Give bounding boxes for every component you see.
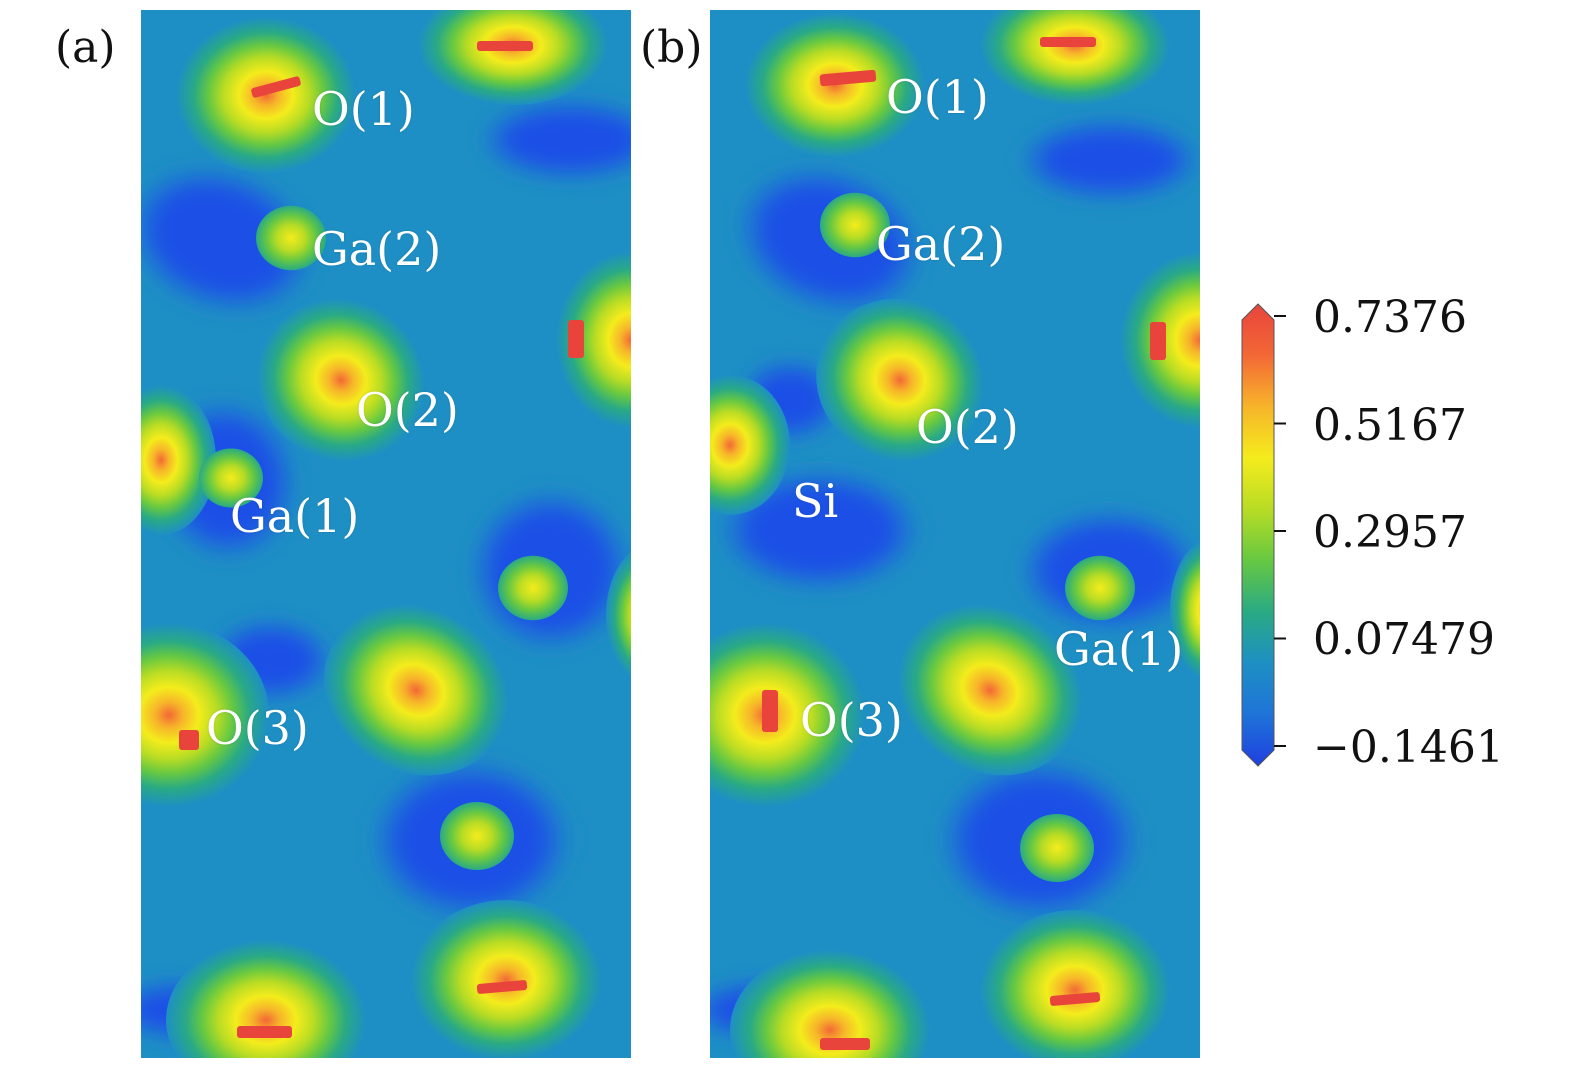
density-peak xyxy=(1150,322,1166,360)
oxygen-density-lobe xyxy=(606,552,631,678)
oxygen-density-lobe xyxy=(411,900,601,1058)
density-peak xyxy=(819,69,877,87)
density-peak xyxy=(237,1026,292,1038)
oxygen-density-lobe xyxy=(166,940,366,1058)
low-density-region xyxy=(720,470,920,590)
gallium-density-spot xyxy=(820,192,890,258)
oxygen-density-lobe xyxy=(556,252,631,428)
colorbar-tick-label: 0.7376 xyxy=(1313,292,1467,343)
density-peak xyxy=(476,980,528,994)
oxygen-density-lobe xyxy=(324,604,508,776)
gallium-density-spot xyxy=(1020,813,1094,883)
gallium-density-spot xyxy=(199,448,263,508)
low-density-region xyxy=(1020,120,1200,200)
atom-label-a-o3: O(3) xyxy=(206,701,309,755)
heatmap-b-svg xyxy=(710,10,1200,1058)
oxygen-density-lobe xyxy=(176,17,356,173)
atom-label-b-si: Si xyxy=(792,474,839,528)
oxygen-density-lobe xyxy=(1170,542,1200,678)
heatmap-a-svg xyxy=(141,10,631,1058)
oxygen-density-lobe xyxy=(710,623,865,807)
atom-label-b-o2: O(2) xyxy=(916,400,1019,454)
atom-label-a-o2: O(2) xyxy=(356,383,459,437)
panel-a-letter: (a) xyxy=(55,22,116,73)
gallium-density-spot xyxy=(256,205,326,271)
oxygen-density-lobe xyxy=(980,910,1170,1058)
atom-label-a-ga2: Ga(2) xyxy=(312,222,442,276)
atom-label-a-o1: O(1) xyxy=(312,82,415,136)
oxygen-density-lobe xyxy=(816,298,984,462)
colorbar-tick-label: 0.2957 xyxy=(1313,507,1467,558)
oxygen-density-lobe xyxy=(418,10,608,105)
colorbar-svg xyxy=(1241,303,1286,767)
density-peak xyxy=(179,730,199,750)
oxygen-density-lobe xyxy=(710,375,790,515)
gallium-density-spot xyxy=(440,801,514,871)
oxygen-density-lobe xyxy=(898,604,1082,776)
oxygen-density-lobe xyxy=(141,623,269,807)
colorbar-tick-label: 0.07479 xyxy=(1313,614,1495,665)
density-peak xyxy=(477,41,533,51)
low-density-region xyxy=(481,100,631,180)
colorbar-tick-label: 0.5167 xyxy=(1313,400,1467,451)
panel-b-letter: (b) xyxy=(640,22,703,73)
heatmap-panel-a xyxy=(141,10,631,1058)
gallium-density-spot xyxy=(498,555,568,621)
low-density-region xyxy=(141,166,314,314)
density-peak xyxy=(251,76,301,98)
atom-label-b-o1: O(1) xyxy=(886,70,989,124)
oxygen-density-lobe xyxy=(980,10,1170,105)
density-peak xyxy=(1049,992,1101,1006)
density-peak xyxy=(762,690,778,732)
density-peak xyxy=(1040,37,1096,47)
oxygen-density-lobe xyxy=(141,385,216,535)
colorbar-gradient xyxy=(1241,303,1275,767)
oxygen-density-lobe xyxy=(730,950,930,1058)
colorbar xyxy=(1238,298,1286,770)
atom-label-b-ga2: Ga(2) xyxy=(876,217,1006,271)
heatmap-panel-b xyxy=(710,10,1200,1058)
atom-label-b-o3: O(3) xyxy=(800,693,903,747)
gallium-density-spot xyxy=(1065,555,1135,621)
density-peak xyxy=(568,320,584,358)
colorbar-tick-label: −0.1461 xyxy=(1313,722,1504,773)
density-peak xyxy=(820,1038,870,1050)
atom-label-a-ga1: Ga(1) xyxy=(230,489,360,543)
oxygen-density-lobe xyxy=(257,298,425,462)
atom-label-b-ga1: Ga(1) xyxy=(1054,622,1184,676)
